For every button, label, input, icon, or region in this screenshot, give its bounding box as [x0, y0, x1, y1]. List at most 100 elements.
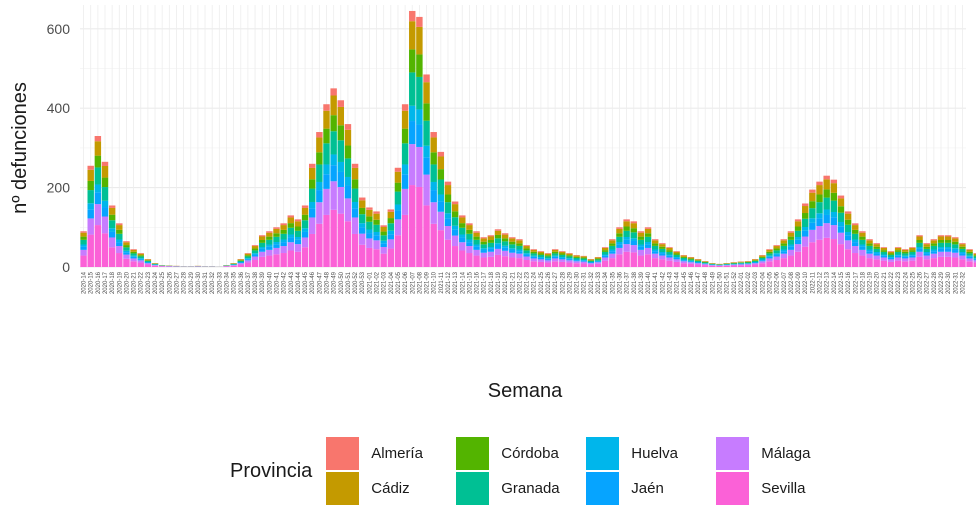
bar-segment [466, 253, 473, 267]
bar-segment [916, 240, 923, 243]
x-tick-label: 2022-20 [875, 271, 881, 294]
bar-segment [501, 238, 509, 242]
bar-segment [509, 237, 516, 239]
bar-segment [359, 197, 366, 201]
bar-segment [873, 251, 880, 254]
bar-segment [752, 262, 759, 264]
bar-segment [587, 260, 595, 262]
x-tick-label: 2022-08 [789, 271, 795, 294]
bar-segment [130, 258, 137, 262]
bar-segment [966, 261, 973, 267]
legend-entry: Cádiz [326, 471, 456, 506]
bar-segment [416, 54, 423, 77]
bar-segment [952, 241, 959, 245]
bar-segment [430, 202, 437, 224]
x-tick-label: 2020-52 [353, 271, 359, 294]
bar-segment [380, 243, 387, 247]
bar-segment [559, 257, 566, 260]
bar-segment [509, 252, 516, 258]
bar-segment [880, 257, 888, 261]
x-tick-label: 2020-20 [124, 271, 130, 294]
x-tick-label: 2020-40 [267, 271, 273, 294]
bar-segment [401, 214, 409, 267]
bar-segment [244, 253, 252, 254]
bar-segment [451, 229, 459, 236]
legend-label: Sevilla [761, 480, 806, 497]
bar-segment [673, 257, 680, 260]
bar-segment [537, 251, 545, 254]
bar-segment [802, 203, 809, 207]
bar-segment [601, 260, 609, 267]
x-tick-label: 2022-12 [818, 271, 824, 294]
x-tick-label: 2020-27 [174, 271, 180, 294]
bar-segment [973, 260, 976, 263]
bar-segment [258, 235, 266, 237]
bar-segment [816, 185, 823, 195]
bar-segment [880, 247, 888, 251]
bar-segment [430, 132, 437, 138]
bar-segment [123, 252, 130, 255]
bar-segment [337, 171, 345, 187]
bar-segment [902, 249, 909, 252]
bar-segment [651, 258, 659, 267]
bar-segment [509, 241, 516, 245]
bar-segment [666, 254, 673, 256]
bar-segment [544, 256, 552, 259]
bar-segment [294, 219, 302, 222]
x-tick-label: 2022-10 [803, 271, 809, 294]
x-tick-label: 2020-29 [189, 271, 195, 294]
x-tick-label: 2020-34 [224, 271, 230, 294]
bar-segment [687, 262, 695, 264]
bar-segment [330, 165, 337, 182]
bar-segment [359, 233, 366, 245]
bar-segment [944, 248, 952, 252]
bar-segment [759, 263, 766, 267]
bar-segment [487, 242, 495, 247]
bar-segment [287, 234, 294, 238]
x-tick-label: 2021-28 [560, 271, 566, 294]
bar-segment [794, 239, 802, 245]
bar-segment [651, 243, 659, 246]
bar-segment [537, 261, 545, 267]
bar-segment [973, 253, 976, 254]
bar-segment [473, 244, 480, 247]
bar-segment [108, 231, 116, 238]
bar-segment [630, 238, 637, 241]
bar-segment [944, 256, 952, 267]
bar-segment [916, 235, 923, 237]
bar-segment [616, 227, 623, 229]
bar-segment [944, 240, 952, 243]
bar-segment [844, 240, 852, 250]
bar-segment [830, 179, 838, 184]
bar-segment [373, 211, 380, 214]
bar-segment [530, 253, 537, 256]
bar-segment [266, 255, 273, 267]
bar-segment [273, 244, 280, 248]
bar-segment [230, 265, 237, 266]
bar-segment [423, 120, 430, 146]
bar-segment [401, 143, 409, 165]
bar-segment [251, 254, 259, 257]
bar-segment [937, 235, 945, 237]
bar-segment [680, 261, 687, 264]
bar-segment [258, 246, 266, 249]
bar-segment [394, 182, 402, 192]
bar-segment [580, 261, 587, 264]
bar-segment [644, 228, 652, 234]
bar-segment [802, 218, 809, 227]
bar-segment [852, 242, 859, 247]
bar-segment [258, 248, 266, 252]
bar-segment [773, 246, 780, 249]
bar-segment [894, 247, 902, 248]
legend-entry: Sevilla [716, 471, 846, 506]
bar-segment [823, 223, 830, 238]
bar-segment [144, 263, 152, 265]
bar-segment [130, 249, 137, 250]
bar-segment [451, 235, 459, 247]
bar-segment [937, 248, 945, 252]
bar-segment [459, 223, 466, 228]
bar-segment [537, 251, 545, 252]
bar-segment [266, 246, 273, 250]
bar-segment [887, 259, 895, 262]
bar-segment [780, 258, 788, 267]
